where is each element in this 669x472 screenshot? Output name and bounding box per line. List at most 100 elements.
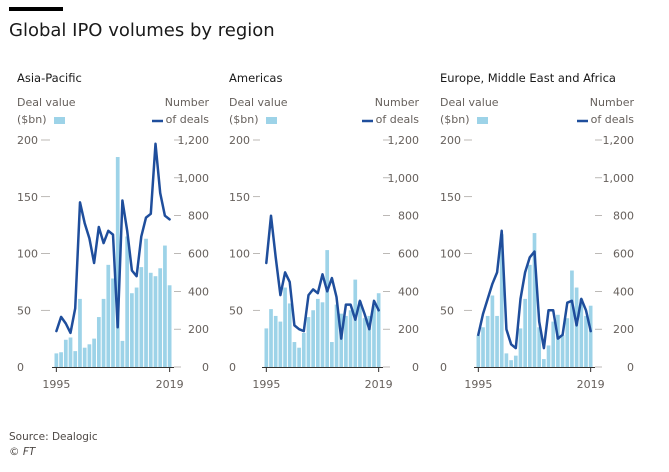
deals-line [477, 229, 592, 350]
right-tick-label: 200 [398, 323, 419, 336]
data-bar [120, 340, 125, 367]
data-bar [499, 234, 504, 367]
data-bar [527, 264, 532, 367]
data-bar [111, 278, 115, 367]
right-axis-label: of deals [591, 113, 635, 126]
data-bar [348, 310, 353, 367]
right-tick-label: 800 [188, 210, 209, 223]
right-tick-label: 1,200 [603, 134, 635, 147]
data-bar [523, 298, 527, 367]
data-bar [320, 302, 325, 367]
right-tick-label: 1,000 [603, 172, 635, 185]
right-tick-label: 1,000 [178, 172, 210, 185]
data-bar [96, 317, 101, 367]
data-bar [315, 298, 320, 367]
data-bar [339, 313, 344, 367]
data-bar [367, 315, 372, 367]
data-bar [551, 321, 556, 367]
data-bar [78, 298, 82, 367]
x-tick-label: 2019 [577, 378, 605, 391]
right-tick-label: 200 [188, 323, 209, 336]
data-bar [278, 321, 283, 367]
left-tick-label: 50 [17, 304, 31, 317]
data-bar [148, 272, 153, 367]
data-bar [481, 327, 485, 367]
left-tick-label: 100 [229, 248, 250, 261]
data-bar [144, 238, 148, 367]
left-tick-label: 150 [440, 191, 461, 204]
right-tick-label: 800 [613, 210, 634, 223]
right-tick-label: 600 [398, 248, 419, 261]
data-bar [292, 342, 297, 367]
data-bar [283, 287, 287, 367]
data-bar [574, 287, 579, 367]
data-bar [158, 268, 163, 367]
right-axis-label: Number [375, 96, 420, 109]
panel-title: Europe, Middle East and Africa [440, 71, 616, 85]
right-axis-label: of deals [376, 113, 420, 126]
data-bar [139, 267, 144, 367]
right-axis-label: Number [165, 96, 210, 109]
data-bar [306, 317, 311, 367]
data-bar [330, 342, 334, 367]
left-tick-label: 150 [229, 191, 250, 204]
data-bar [273, 315, 278, 367]
x-tick-label: 1995 [464, 378, 492, 391]
left-tick-label: 0 [440, 361, 447, 374]
left-axis-label: Deal value [440, 96, 499, 109]
data-bar [82, 347, 87, 367]
left-tick-label: 0 [17, 361, 24, 374]
data-bar [476, 335, 481, 367]
right-tick-label: 0 [627, 361, 634, 374]
x-tick-label: 2019 [365, 378, 393, 391]
data-bar [565, 318, 570, 367]
header-accent-bar [9, 7, 63, 11]
data-bar [334, 304, 339, 367]
data-bar [54, 353, 59, 367]
data-bar [362, 318, 367, 367]
right-tick-label: 1,000 [388, 172, 420, 185]
data-bar [301, 332, 306, 367]
data-bar [579, 298, 584, 367]
data-bar [560, 335, 565, 367]
data-bar [125, 236, 130, 367]
data-bar [63, 339, 68, 367]
right-axis-label: Number [590, 96, 635, 109]
data-bar [358, 301, 362, 367]
right-tick-label: 1,200 [388, 134, 420, 147]
data-bar [372, 305, 376, 367]
x-tick-label: 1995 [42, 378, 70, 391]
panel-title: Americas [229, 71, 282, 85]
deals-line [55, 142, 171, 335]
right-tick-label: 200 [613, 323, 634, 336]
right-tick-label: 1,200 [178, 134, 210, 147]
left-tick-label: 50 [229, 304, 243, 317]
data-bar [297, 347, 301, 367]
left-tick-label: 50 [440, 304, 454, 317]
data-bar [588, 305, 593, 367]
right-tick-label: 400 [398, 285, 419, 298]
data-bar [537, 327, 542, 367]
left-axis-label: Deal value [229, 96, 288, 109]
right-tick-label: 600 [613, 248, 634, 261]
data-bar [87, 344, 92, 367]
x-tick-label: 1995 [252, 378, 280, 391]
data-bar [584, 315, 588, 367]
right-axis-label: of deals [166, 113, 210, 126]
data-bar [269, 309, 273, 367]
data-bar [73, 351, 78, 367]
left-tick-label: 200 [229, 134, 250, 147]
right-tick-label: 800 [398, 210, 419, 223]
data-bar [287, 303, 292, 367]
data-bar [542, 359, 546, 367]
right-tick-label: 400 [613, 285, 634, 298]
page-title: Global IPO volumes by region [9, 20, 275, 41]
data-bar [101, 298, 106, 367]
data-bar [570, 270, 574, 367]
data-bar [485, 315, 490, 367]
data-bar [546, 345, 551, 367]
data-bar [325, 250, 330, 367]
right-tick-label: 600 [188, 248, 209, 261]
left-tick-label: 0 [229, 361, 236, 374]
data-bar [134, 287, 139, 367]
